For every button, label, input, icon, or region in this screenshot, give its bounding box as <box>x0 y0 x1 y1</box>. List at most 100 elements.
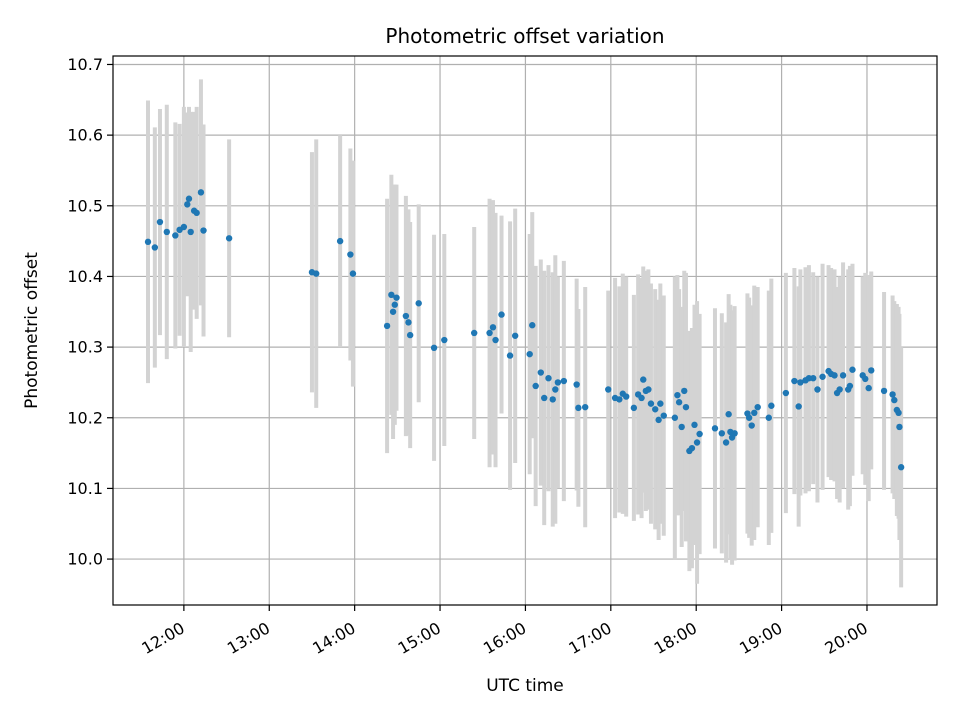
data-point <box>529 322 536 329</box>
data-point <box>693 439 701 446</box>
data-point <box>809 374 817 382</box>
data-point <box>349 270 357 277</box>
data-point <box>193 209 200 217</box>
data-point <box>560 377 568 385</box>
data-point <box>691 421 698 429</box>
data-point <box>573 381 580 388</box>
x-tick-label: 17:00 <box>565 618 614 658</box>
y-axis-ticks: 10.0 10.1 10.2 10.3 10.4 10.5 10.6 10.7 <box>67 55 113 569</box>
data-point <box>441 336 448 344</box>
data-point <box>541 394 548 402</box>
x-axis-label: UTC time <box>486 676 564 696</box>
x-tick-label: 12:00 <box>138 618 187 658</box>
data-point <box>725 411 732 418</box>
data-point <box>814 386 821 393</box>
data-point <box>184 201 191 208</box>
y-tick-label: 10.2 <box>67 408 103 427</box>
data-point <box>711 425 719 432</box>
y-tick-label: 10.3 <box>67 338 103 357</box>
data-point <box>552 386 559 393</box>
chart-title: Photometric offset variation <box>385 24 664 48</box>
data-point <box>489 324 497 331</box>
data-point <box>616 396 623 403</box>
data-point <box>846 382 854 390</box>
data-point <box>630 404 638 412</box>
data-point <box>655 416 662 424</box>
y-axis-label: Photometric offset <box>22 252 42 409</box>
data-point <box>180 223 188 231</box>
data-point <box>797 379 804 386</box>
data-point <box>839 372 847 379</box>
data-point <box>575 404 582 412</box>
x-tick-label: 14:00 <box>309 618 358 658</box>
data-point <box>156 218 164 226</box>
x-tick-label: 19:00 <box>736 618 785 658</box>
data-point <box>880 387 888 395</box>
x-tick-label: 16:00 <box>480 618 529 658</box>
data-point <box>682 403 690 411</box>
data-point <box>819 373 826 380</box>
data-point <box>765 414 772 421</box>
data-point <box>347 251 354 258</box>
data-point <box>197 189 205 196</box>
data-point <box>393 294 400 301</box>
data-point <box>532 382 539 390</box>
error-bars <box>146 79 904 588</box>
data-point <box>849 366 856 373</box>
data-point <box>383 322 391 330</box>
data-point <box>388 291 395 299</box>
data-point <box>895 409 902 417</box>
data-point <box>896 423 903 431</box>
data-point <box>657 400 664 407</box>
data-point <box>506 352 514 359</box>
data-point <box>754 403 761 411</box>
data-point <box>731 430 738 437</box>
data-point <box>486 329 493 337</box>
data-point <box>511 332 519 339</box>
data-point <box>862 375 869 383</box>
data-point <box>498 311 505 318</box>
data-point <box>389 308 397 315</box>
data-point <box>645 386 652 393</box>
data-point <box>313 270 320 277</box>
data-point <box>402 312 410 320</box>
data-point <box>581 403 589 411</box>
data-point <box>768 402 775 409</box>
data-point <box>722 439 730 446</box>
data-point <box>681 387 688 395</box>
y-tick-label: 10.5 <box>67 196 103 215</box>
data-point <box>671 414 679 421</box>
data-point <box>605 386 612 393</box>
data-point <box>745 414 753 421</box>
y-tick-label: 10.6 <box>67 126 103 145</box>
data-point <box>791 377 798 385</box>
data-point <box>144 238 152 246</box>
data-point <box>678 423 685 431</box>
data-point <box>549 396 556 403</box>
x-tick-label: 20:00 <box>822 618 871 658</box>
data-point <box>406 331 414 339</box>
data-point <box>470 329 478 337</box>
data-point <box>225 235 233 242</box>
data-point <box>638 394 645 402</box>
data-point <box>545 374 552 382</box>
data-point <box>172 232 179 239</box>
y-tick-label: 10.1 <box>67 479 103 498</box>
data-point <box>526 350 533 358</box>
data-point <box>718 430 726 437</box>
data-point <box>660 412 667 419</box>
x-tick-label: 15:00 <box>395 618 444 658</box>
data-point <box>554 379 562 386</box>
data-point <box>751 409 758 417</box>
data-point <box>897 464 905 471</box>
data-point <box>640 376 647 383</box>
data-point <box>391 301 398 308</box>
y-tick-label: 10.0 <box>67 550 103 569</box>
data-point <box>675 399 683 406</box>
x-tick-label: 18:00 <box>651 618 700 658</box>
data-point <box>622 393 630 400</box>
data-point <box>831 372 838 379</box>
data-point <box>688 444 696 452</box>
data-point <box>185 195 193 202</box>
